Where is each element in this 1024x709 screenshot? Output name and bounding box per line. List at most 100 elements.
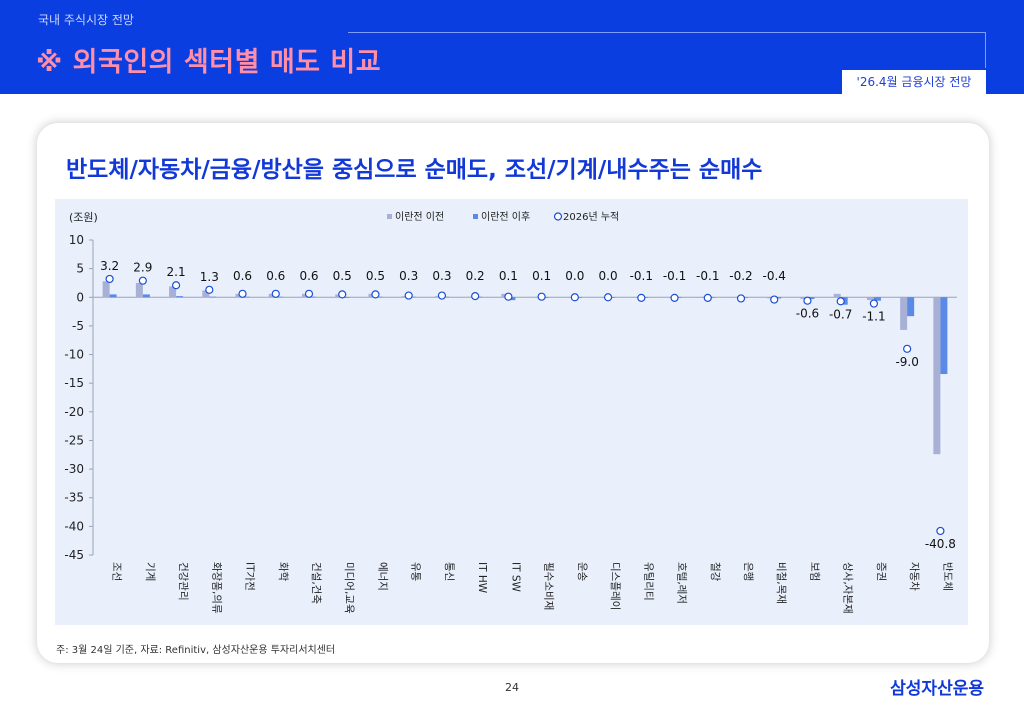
brand-logo-text: 삼성자산운용	[890, 679, 984, 699]
category-label: 통신	[443, 562, 455, 581]
cumulative-marker	[171, 281, 181, 290]
header-divider	[348, 32, 986, 33]
bar-after-war	[176, 296, 184, 298]
source-note: 주: 3월 24일 기준, 자료: Refinitiv, 삼성자산운용 투자리서…	[56, 645, 336, 656]
bar-before-war	[900, 297, 908, 330]
category-label: 철강	[709, 562, 721, 582]
category-label: 건설,건축	[310, 562, 322, 604]
legend-label: 2026년 누적	[563, 211, 619, 223]
data-label: 0.5	[333, 269, 352, 283]
category-label: 유틸리티	[642, 562, 655, 601]
bar-after-war	[807, 297, 815, 299]
category-label: 기계	[144, 562, 156, 581]
cumulative-marker	[271, 289, 280, 298]
data-label: 0.6	[266, 269, 285, 283]
data-label: 1.3	[200, 270, 219, 284]
cumulative-marker	[504, 292, 513, 301]
cumulative-marker	[371, 290, 380, 299]
bar-before-war	[202, 290, 210, 298]
y-unit-label: (조원)	[69, 211, 98, 224]
y-tick-label: -20	[64, 405, 84, 419]
cumulative-marker	[437, 291, 447, 300]
cumulative-marker	[105, 274, 114, 284]
bar-before-war	[800, 297, 808, 299]
cumulative-marker	[936, 526, 945, 536]
data-label: -40.8	[925, 537, 956, 551]
data-label: 0.3	[432, 269, 451, 283]
bar-after-war	[940, 297, 948, 375]
bar-before-war	[866, 297, 874, 301]
header-bar: 국내 주식시장 전망 ※ 외국인의 섹터별 매도 비교 '26.4월 금융시장 …	[0, 0, 1024, 94]
data-label: -0.7	[829, 307, 852, 321]
card-title: 반도체/자동차/금융/방산을 중심으로 순매도, 조선/기계/내수주는 순매수	[66, 157, 763, 183]
category-label: 보험	[808, 562, 820, 581]
legend-label: 이란전 이후	[481, 211, 530, 223]
y-tick-label: -15	[64, 376, 84, 390]
data-label: -0.2	[729, 269, 752, 283]
data-label: 0.3	[399, 269, 418, 283]
cumulative-marker	[703, 293, 712, 302]
data-label: -9.0	[895, 355, 918, 369]
data-label: -1.1	[862, 310, 885, 324]
report-badge: '26.4월 금융시장 전망	[842, 70, 986, 94]
bar-after-war	[907, 297, 915, 317]
cumulative-marker	[903, 344, 912, 353]
cumulative-marker	[471, 292, 480, 301]
y-tick-label: -40	[64, 519, 84, 533]
cumulative-marker	[537, 292, 546, 301]
category-label: 화장품,의류	[210, 562, 222, 614]
bar-after-war	[109, 294, 117, 298]
category-label: 화학	[277, 562, 289, 582]
bar-after-war	[242, 296, 250, 298]
category-label: 미디어,교육	[343, 562, 355, 614]
category-label: 반도체	[941, 562, 953, 591]
category-label: 조선	[111, 562, 123, 581]
y-tick-label: -45	[64, 548, 84, 562]
sector-sell-chart: 10 5 0 -5 -10 -15 -20 -25 -30 -35 -40 -45 (조원) 이란전 이전…	[64, 211, 957, 614]
data-label: -0.4	[763, 269, 786, 283]
page-title: ※ 외국인의 섹터별 매도 비교	[36, 47, 382, 78]
category-label: 자동차	[908, 562, 920, 591]
cumulative-marker	[736, 294, 746, 303]
category-label: 디스플레이	[609, 562, 621, 610]
header-divider-vertical	[985, 32, 986, 68]
legend-label: 이란전 이전	[395, 211, 444, 223]
y-tick-label: 5	[76, 262, 84, 276]
cumulative-marker	[304, 289, 314, 298]
data-label: -0.1	[630, 269, 653, 283]
cumulative-marker	[404, 291, 413, 300]
bar-after-war	[275, 296, 283, 298]
cumulative-marker	[570, 293, 579, 302]
category-label: 호텔,레저	[676, 562, 688, 604]
data-label: 0.1	[499, 269, 518, 283]
cumulative-marker	[138, 276, 147, 285]
y-tick-label: -5	[72, 319, 84, 333]
category-label: 증권	[875, 562, 887, 581]
cumulative-marker	[338, 290, 347, 299]
section-label: 국내 주식시장 전망	[38, 13, 134, 27]
legend-swatch	[473, 214, 478, 219]
data-label: 0.2	[466, 269, 485, 283]
bar-after-war	[309, 296, 316, 298]
cumulative-marker	[205, 285, 214, 294]
bar-before-war	[833, 293, 841, 298]
data-label: 0.1	[532, 269, 551, 283]
bar-after-war	[142, 294, 150, 298]
category-label: 은행	[742, 562, 754, 581]
y-tick-label: -10	[64, 348, 84, 362]
bar-after-war	[375, 296, 383, 298]
category-label: 건강관리	[177, 562, 189, 601]
cumulative-marker	[803, 296, 812, 305]
data-label: 3.2	[100, 259, 119, 273]
category-label: 운송	[576, 562, 588, 582]
y-tick-label: -35	[64, 491, 84, 505]
cumulative-marker	[637, 293, 646, 302]
cumulative-marker	[869, 299, 879, 308]
data-label: 0.6	[233, 269, 252, 283]
category-label: IT HW	[476, 562, 488, 594]
data-label: 0.0	[565, 269, 584, 283]
y-tick-label: -25	[64, 433, 84, 447]
bar-before-war	[102, 281, 110, 298]
category-label: IT SW	[509, 562, 521, 593]
bar-after-war	[873, 297, 881, 301]
